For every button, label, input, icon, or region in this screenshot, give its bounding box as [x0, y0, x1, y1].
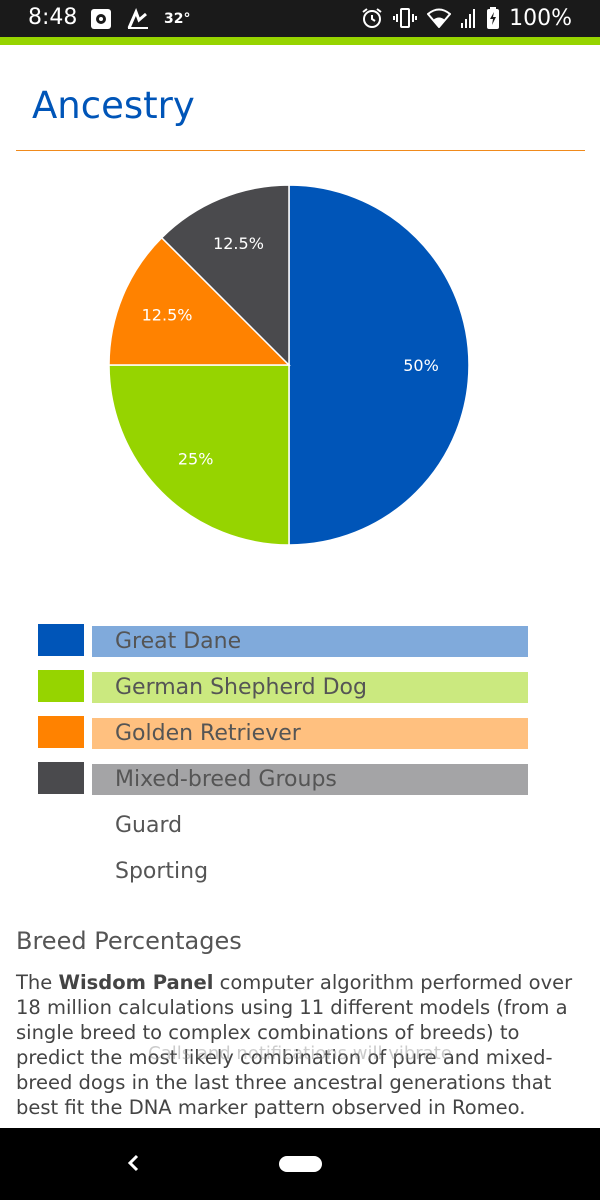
title-divider [16, 150, 585, 151]
legend-label: Golden Retriever [115, 721, 301, 746]
legend-item-german-shepherd-dog: German Shepherd Dog [38, 670, 528, 703]
legend-swatch [38, 624, 84, 656]
weather-icon [127, 8, 148, 29]
legend-bar [92, 764, 528, 795]
pie-slice-great-dane [288, 184, 470, 546]
legend-label: Mixed-breed Groups [115, 767, 337, 792]
battery-charging-icon [487, 7, 500, 29]
pie-label-golden-retriever: 12.5% [142, 305, 193, 324]
status-right-icons: 100% [361, 3, 572, 33]
legend-bar [92, 626, 528, 657]
description-body: computer algorithm performed over 18 mil… [16, 971, 573, 1119]
pie-slice-german-shepherd-dog [108, 364, 290, 546]
description-intro: The [16, 971, 59, 994]
signal-icon [461, 9, 476, 28]
pie-label-great-dane: 50% [403, 356, 439, 375]
legend-label: German Shepherd Dog [115, 675, 367, 700]
back-icon[interactable] [118, 1146, 148, 1180]
status-bar: 8:48 32° [0, 0, 600, 37]
legend-label: Great Dane [115, 629, 242, 654]
alarm-icon [362, 8, 382, 28]
navigation-bar [0, 1128, 600, 1200]
page-title: Ancestry [32, 84, 195, 127]
pie-label-german-shepherd-dog: 25% [178, 449, 214, 468]
pie-slice-golden-retriever [108, 236, 291, 366]
home-button[interactable] [279, 1156, 322, 1172]
legend-swatch [38, 716, 84, 748]
pie-label-mixed-breed-groups: 12.5% [213, 234, 264, 253]
legend-item-mixed-breed-groups: Mixed-breed Groups [38, 762, 528, 795]
group-label-sporting: Sporting [115, 859, 209, 884]
breed-description: The Wisdom Panel computer algorithm perf… [16, 970, 586, 1120]
status-time: 8:48 [28, 5, 78, 30]
wifi-icon [427, 8, 452, 28]
gear-notification-icon [91, 9, 111, 29]
status-temperature: 32° [164, 11, 191, 27]
section-title-breed-percentages: Breed Percentages [16, 927, 242, 955]
accent-bar [0, 37, 600, 45]
battery-percent: 100% [509, 5, 572, 31]
legend-swatch [38, 670, 84, 702]
legend-bar [92, 718, 528, 749]
wisdom-panel-brand: Wisdom Panel [58, 971, 214, 994]
status-left-icons: 32° [90, 7, 190, 31]
legend-swatch [38, 762, 84, 794]
vibrate-icon [393, 8, 418, 28]
legend-bar [92, 672, 528, 703]
pie-slice-mixed-breed-groups [160, 184, 290, 367]
legend-item-golden-retriever: Golden Retriever [38, 716, 528, 749]
group-label-guard: Guard [115, 813, 183, 838]
legend-item-great-dane: Great Dane [38, 624, 528, 657]
ancestry-pie-chart: 50% 25% 12.5% 12.5% [108, 184, 470, 546]
